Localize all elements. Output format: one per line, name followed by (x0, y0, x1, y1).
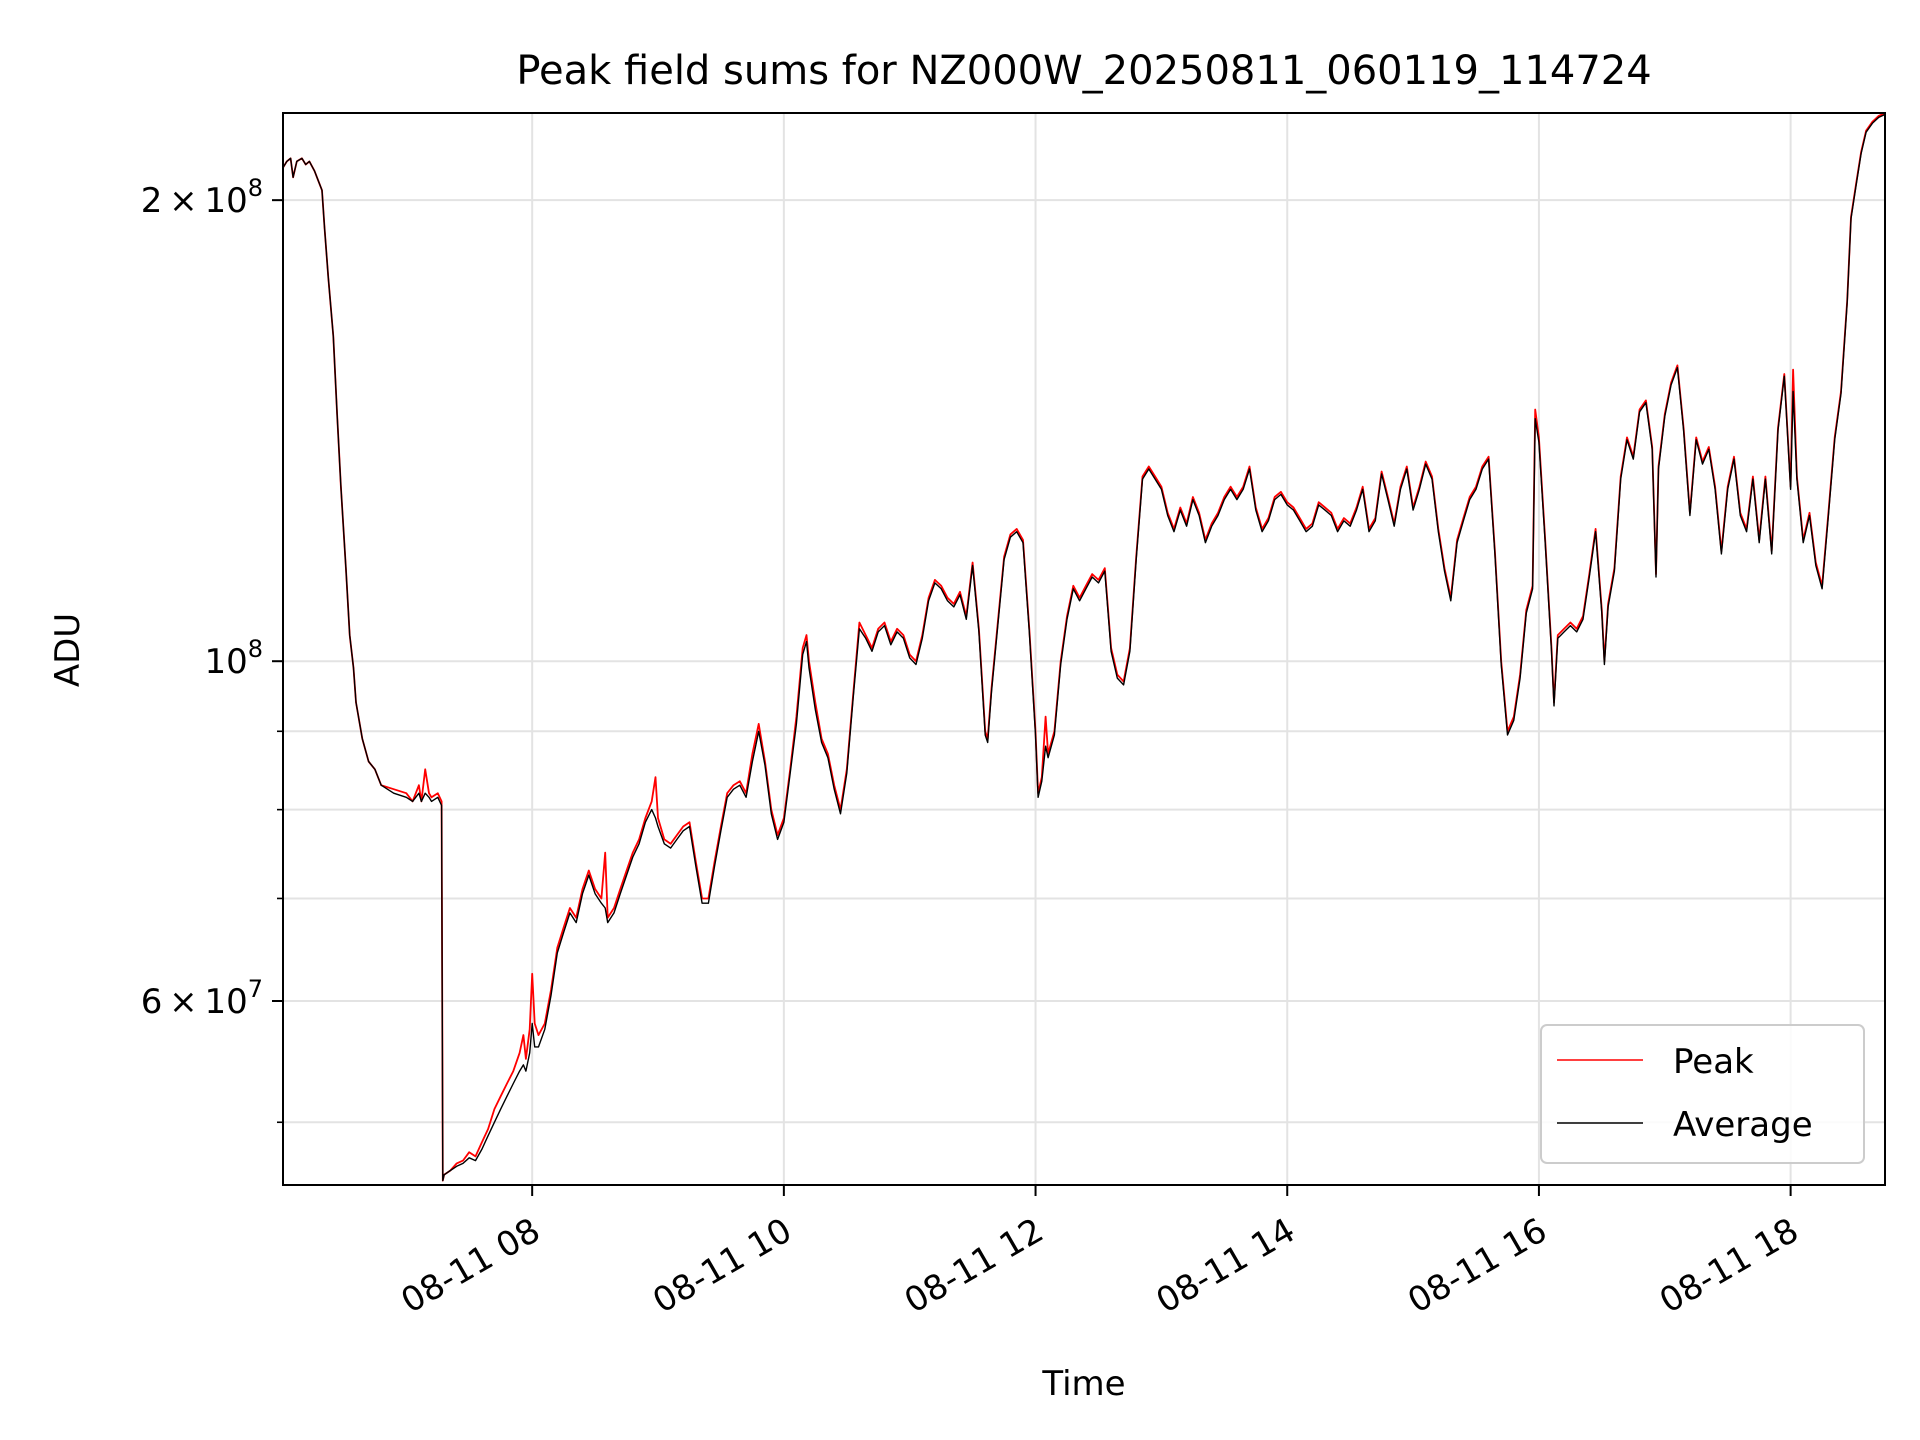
plot-frame (282, 112, 1886, 1186)
x-axis-label: Time (1041, 1364, 1125, 1404)
legend-label-peak: Peak (1673, 1042, 1754, 1082)
y-tick-label: 2 × 108 (141, 174, 263, 221)
chart-title: Peak field sums for NZ000W_20250811_0601… (516, 48, 1651, 94)
y-axis-label: ADU (48, 613, 88, 687)
y-tick-label: 108 (204, 635, 263, 682)
legend: Peak Average (1540, 1024, 1865, 1164)
legend-label-average: Average (1673, 1105, 1813, 1145)
y-axis: 6 × 107 108 2 × 108 (141, 174, 283, 1124)
series-layer (283, 113, 1885, 1182)
y-tick-label: 6 × 107 (141, 975, 263, 1022)
series-line-average (283, 113, 1885, 1182)
